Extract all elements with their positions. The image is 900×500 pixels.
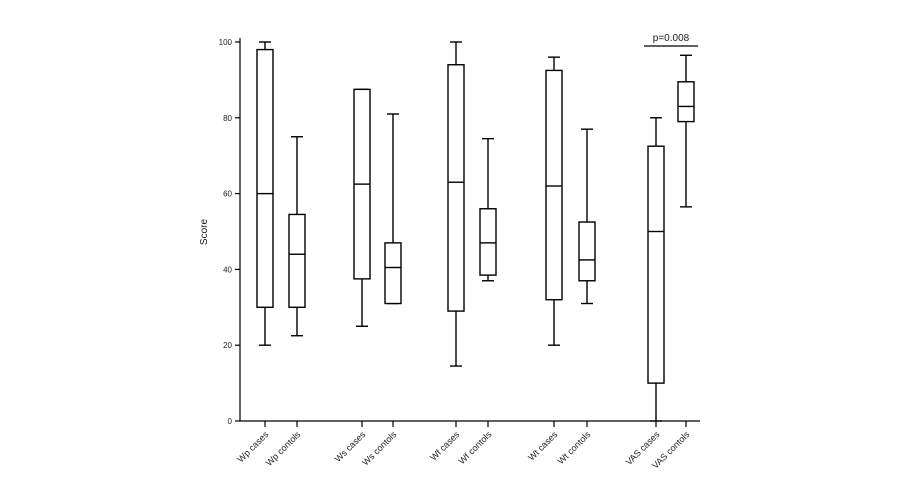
y-tick-label: 60 — [223, 190, 232, 199]
box-5 — [447, 41, 465, 367]
box-4 — [384, 113, 402, 305]
category-label: Wt cases — [526, 429, 560, 463]
category-label: Ws contols — [360, 429, 399, 468]
y-axis-ticks: 0 20 40 60 80 100 — [219, 38, 240, 426]
category-label: Wf contols — [457, 429, 494, 466]
box-3 — [353, 88, 371, 327]
interquartile-box — [578, 221, 596, 282]
category-label: Wp contols — [264, 429, 303, 468]
category-label: Wt contols — [556, 429, 593, 466]
box-series — [256, 41, 695, 422]
annotations: p=0.008 — [644, 33, 698, 47]
box-2 — [288, 136, 306, 337]
interquartile-box — [384, 242, 402, 305]
y-tick-label: 0 — [228, 417, 233, 426]
interquartile-box — [647, 145, 665, 384]
category-label: Wf cases — [428, 429, 462, 463]
y-tick-label: 80 — [223, 114, 232, 123]
box-1 — [256, 41, 274, 346]
p-value-label: p=0.008 — [653, 33, 690, 44]
interquartile-box — [545, 69, 563, 301]
y-tick-label: 20 — [223, 341, 232, 350]
y-tick-label: 40 — [223, 265, 232, 274]
y-tick-label: 100 — [219, 38, 233, 47]
box-7 — [545, 56, 563, 346]
interquartile-box — [677, 81, 695, 123]
interquartile-box — [256, 48, 274, 308]
box-9 — [647, 117, 665, 422]
y-axis-title: Score — [199, 219, 210, 246]
box-6 — [479, 137, 497, 282]
box-10 — [677, 54, 695, 208]
box-8 — [578, 128, 596, 305]
interquartile-box — [479, 208, 497, 276]
interquartile-box — [447, 64, 465, 312]
interquartile-box — [288, 213, 306, 309]
